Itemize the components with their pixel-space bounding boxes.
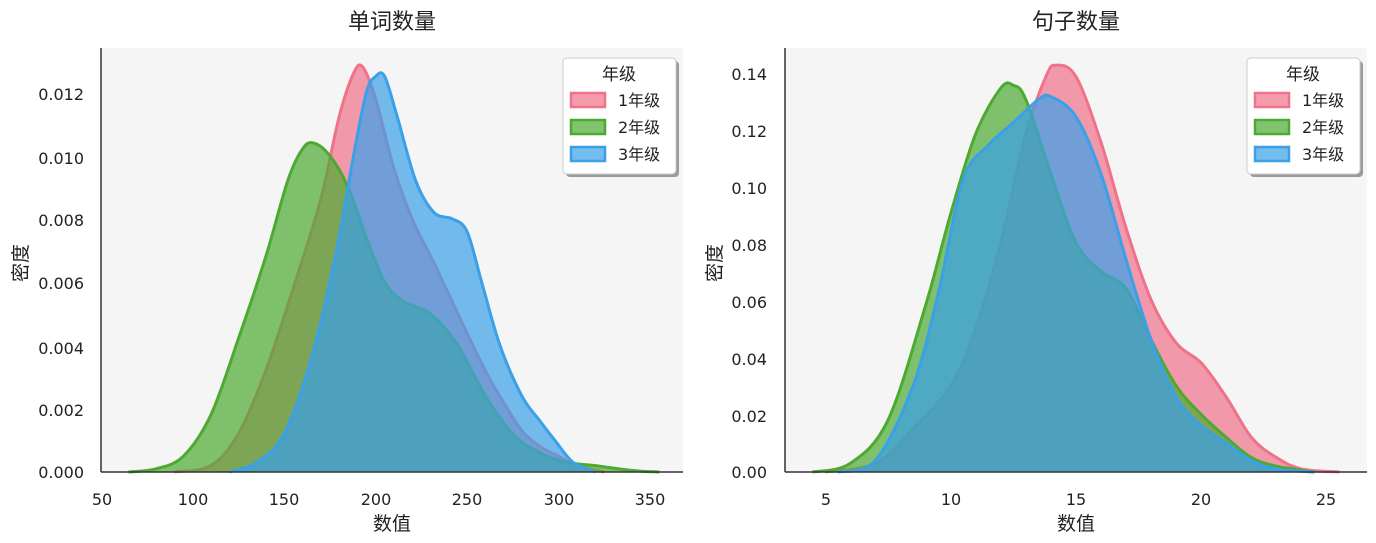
x-tick-label: 15 (1066, 490, 1086, 509)
x-axis-label: 数值 (1057, 513, 1095, 535)
series-areas (128, 63, 660, 474)
x-tick-label: 150 (269, 490, 300, 509)
legend-label: 3年级 (1302, 145, 1344, 164)
y-tick-label: 0.000 (38, 463, 84, 482)
x-tick-labels: 50 100 150 200 250 300 350 (92, 490, 665, 509)
density-area-grade3 (229, 72, 596, 472)
legend-box (562, 57, 677, 175)
density-line-grade3 (837, 93, 1315, 474)
legend-label: 1年级 (618, 91, 660, 110)
x-tick-label: 10 (941, 490, 961, 509)
y-axis-label: 密度 (704, 244, 726, 282)
y-tick-label: 0.008 (38, 211, 84, 230)
legend-swatch-grade3 (1253, 145, 1291, 163)
y-tick-label: 0.08 (731, 236, 767, 255)
x-tick-label: 5 (821, 490, 831, 509)
density-area-grade3 (837, 95, 1315, 473)
y-tick-label: 0.004 (38, 339, 84, 358)
x-tick-label: 20 (1191, 490, 1211, 509)
y-tick-label: 0.14 (731, 65, 767, 84)
x-axis-label: 数值 (373, 513, 411, 535)
y-tick-labels: 0.00 0.02 0.04 0.06 0.08 0.10 0.12 0.14 (731, 65, 767, 482)
y-tick-label: 0.012 (38, 85, 84, 104)
y-tick-label: 0.12 (731, 122, 767, 141)
legend-label: 1年级 (1302, 91, 1344, 110)
y-tick-label: 0.006 (38, 274, 84, 293)
x-tick-label: 50 (92, 490, 112, 509)
legend: 年级 1年级 2年级 3年级 (562, 57, 679, 177)
x-tick-label: 250 (452, 490, 483, 509)
y-tick-labels: 0.000 0.002 0.004 0.006 0.008 0.010 0.01… (38, 85, 84, 482)
legend-label: 3年级 (618, 145, 660, 164)
legend-swatch-grade1 (569, 91, 607, 109)
legend-box (1246, 57, 1361, 175)
y-tick-label: 0.10 (731, 179, 767, 198)
legend-swatch-grade2 (569, 118, 607, 136)
series-areas (812, 63, 1340, 474)
legend-label: 2年级 (1302, 118, 1344, 137)
x-tick-label: 200 (361, 490, 392, 509)
x-tick-label: 350 (635, 490, 666, 509)
x-tick-labels: 5 10 15 20 25 (821, 490, 1336, 509)
x-tick-label: 25 (1316, 490, 1336, 509)
density-line-grade3 (228, 71, 596, 474)
legend-swatch-grade3 (569, 145, 607, 163)
x-tick-label: 300 (544, 490, 575, 509)
y-tick-label: 0.010 (38, 149, 84, 168)
legend: 年级 1年级 2年级 3年级 (1246, 57, 1363, 177)
legend-swatch-grade2 (1253, 118, 1291, 136)
y-tick-label: 0.002 (38, 401, 84, 420)
y-tick-label: 0.06 (731, 293, 767, 312)
chart-title: 单词数量 (348, 10, 436, 35)
y-tick-label: 0.00 (731, 463, 767, 482)
legend-title: 年级 (1286, 65, 1320, 85)
chart-title: 句子数量 (1032, 10, 1120, 35)
y-axis-label: 密度 (10, 244, 32, 282)
legend-title: 年级 (602, 65, 636, 85)
y-tick-label: 0.04 (731, 350, 767, 369)
legend-swatch-grade1 (1253, 91, 1291, 109)
legend-label: 2年级 (618, 118, 660, 137)
x-tick-label: 100 (178, 490, 209, 509)
chart-panel-word-count: 单词数量 50 100 150 200 250 300 350 0.000 0.… (10, 10, 683, 535)
y-tick-label: 0.02 (731, 407, 767, 426)
chart-panel-sentence-count: 句子数量 5 10 15 20 25 0.00 0.02 0.04 0.06 0… (704, 10, 1367, 535)
